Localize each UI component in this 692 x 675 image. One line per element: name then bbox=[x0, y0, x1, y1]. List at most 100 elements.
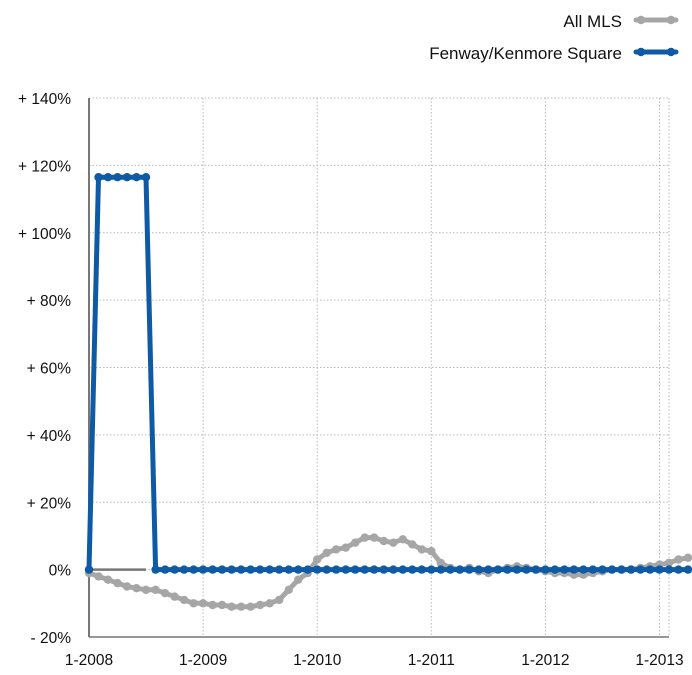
data-point-fenway-kenmore-square bbox=[550, 565, 560, 574]
data-point-fenway-kenmore-square bbox=[455, 565, 464, 574]
axis-layer: - 20% 0% + 20% + 40% + 60% + 80% + 100% + 120% +… bbox=[18, 91, 684, 669]
data-point-all-mls bbox=[674, 555, 683, 564]
data-point-fenway-kenmore-square bbox=[655, 565, 664, 574]
data-point-fenway-kenmore-square bbox=[303, 565, 312, 574]
data-point-fenway-kenmore-square bbox=[227, 565, 236, 574]
data-point-fenway-kenmore-square bbox=[275, 565, 284, 574]
data-point-fenway-kenmore-square bbox=[179, 565, 189, 574]
data-point-fenway-kenmore-square bbox=[151, 565, 160, 574]
legend-marker-all-mls bbox=[636, 15, 646, 25]
data-point-all-mls bbox=[141, 585, 151, 594]
data-point-fenway-kenmore-square bbox=[113, 173, 122, 182]
data-point-all-mls bbox=[246, 602, 255, 611]
data-point-all-mls bbox=[389, 538, 398, 547]
data-point-fenway-kenmore-square bbox=[189, 565, 198, 574]
data-point-all-mls bbox=[408, 540, 417, 549]
data-point-fenway-kenmore-square bbox=[465, 565, 474, 574]
data-point-all-mls bbox=[436, 558, 445, 568]
data-point-all-mls bbox=[265, 599, 274, 608]
grid-layer bbox=[89, 97, 670, 637]
data-point-fenway-kenmore-square bbox=[607, 565, 617, 574]
data-point-fenway-kenmore-square bbox=[636, 565, 645, 574]
y-tick-label: + 60% bbox=[27, 361, 72, 378]
data-point-all-mls bbox=[113, 578, 122, 588]
data-point-fenway-kenmore-square bbox=[427, 565, 436, 574]
data-point-fenway-kenmore-square bbox=[493, 565, 503, 574]
y-tick-label: + 120% bbox=[18, 158, 71, 175]
y-tick-label: + 40% bbox=[27, 428, 72, 445]
data-point-fenway-kenmore-square bbox=[503, 565, 512, 574]
x-tick-label: 1-2010 bbox=[293, 652, 342, 669]
data-point-all-mls bbox=[294, 575, 303, 584]
series-layer bbox=[84, 173, 692, 611]
data-point-fenway-kenmore-square bbox=[408, 565, 417, 574]
data-point-fenway-kenmore-square bbox=[160, 565, 170, 574]
data-point-fenway-kenmore-square bbox=[664, 565, 674, 574]
data-point-fenway-kenmore-square bbox=[617, 565, 626, 574]
data-point-all-mls bbox=[341, 543, 350, 552]
data-point-all-mls bbox=[151, 585, 160, 594]
data-point-fenway-kenmore-square bbox=[541, 565, 550, 574]
data-point-fenway-kenmore-square bbox=[569, 565, 579, 574]
series-line-all-mls bbox=[86, 535, 691, 610]
data-point-all-mls bbox=[398, 535, 407, 544]
data-point-fenway-kenmore-square bbox=[313, 565, 322, 574]
data-point-fenway-kenmore-square bbox=[170, 565, 179, 574]
data-point-fenway-kenmore-square bbox=[132, 173, 141, 182]
data-point-fenway-kenmore-square bbox=[341, 565, 350, 574]
data-point-fenway-kenmore-square bbox=[246, 565, 255, 574]
data-point-all-mls bbox=[208, 600, 217, 610]
data-point-fenway-kenmore-square bbox=[522, 565, 531, 574]
data-point-all-mls bbox=[122, 582, 132, 591]
x-tick-label: 1-2012 bbox=[521, 652, 569, 669]
y-tick-label: 0% bbox=[49, 563, 72, 580]
data-point-fenway-kenmore-square bbox=[351, 565, 360, 574]
data-point-all-mls bbox=[417, 545, 426, 554]
data-point-fenway-kenmore-square bbox=[560, 565, 569, 574]
data-point-all-mls bbox=[683, 553, 692, 562]
x-tick-label: 1-2009 bbox=[179, 652, 227, 669]
data-point-all-mls bbox=[379, 536, 388, 546]
data-point-fenway-kenmore-square bbox=[645, 565, 655, 574]
x-tick-label: 1-2008 bbox=[65, 652, 113, 669]
data-point-all-mls bbox=[313, 555, 322, 564]
data-point-all-mls bbox=[189, 599, 198, 608]
data-point-fenway-kenmore-square bbox=[417, 565, 426, 574]
data-point-all-mls bbox=[332, 545, 341, 554]
legend-marker-fenway-kenmore-square bbox=[636, 47, 646, 57]
legend-marker-all-mls bbox=[666, 15, 676, 25]
legend-label-all-mls: All MLS bbox=[563, 12, 622, 31]
data-point-all-mls bbox=[275, 595, 284, 605]
data-point-fenway-kenmore-square bbox=[598, 565, 607, 574]
data-point-fenway-kenmore-square bbox=[446, 565, 455, 574]
legend: All MLS Fenway/Kenmore Square bbox=[429, 12, 679, 63]
data-point-fenway-kenmore-square bbox=[588, 565, 598, 574]
x-tick-label: 1-2013 bbox=[635, 652, 683, 669]
data-point-all-mls bbox=[217, 600, 227, 610]
data-point-fenway-kenmore-square bbox=[626, 565, 636, 574]
data-point-fenway-kenmore-square bbox=[255, 565, 265, 574]
y-tick-label: + 140% bbox=[18, 91, 71, 108]
data-point-all-mls bbox=[236, 602, 246, 611]
y-tick-label: + 80% bbox=[27, 293, 72, 310]
data-point-fenway-kenmore-square bbox=[370, 565, 379, 574]
data-point-fenway-kenmore-square bbox=[217, 565, 227, 574]
data-point-fenway-kenmore-square bbox=[389, 565, 398, 574]
data-point-fenway-kenmore-square bbox=[683, 565, 692, 574]
data-point-all-mls bbox=[255, 600, 265, 610]
y-tick-label: + 20% bbox=[27, 495, 72, 512]
data-point-fenway-kenmore-square bbox=[141, 173, 151, 182]
data-point-fenway-kenmore-square bbox=[512, 565, 522, 574]
y-tick-label: + 100% bbox=[18, 226, 71, 243]
data-point-all-mls bbox=[103, 575, 113, 584]
data-point-all-mls bbox=[351, 538, 360, 547]
x-tick-label: 1-2011 bbox=[408, 652, 455, 669]
data-point-fenway-kenmore-square bbox=[379, 565, 388, 574]
data-point-fenway-kenmore-square bbox=[284, 565, 293, 574]
y-tick-label: - 20% bbox=[31, 630, 72, 647]
data-point-all-mls bbox=[284, 585, 293, 594]
data-point-all-mls bbox=[322, 548, 331, 557]
data-point-fenway-kenmore-square bbox=[398, 565, 407, 574]
data-point-all-mls bbox=[170, 592, 179, 601]
